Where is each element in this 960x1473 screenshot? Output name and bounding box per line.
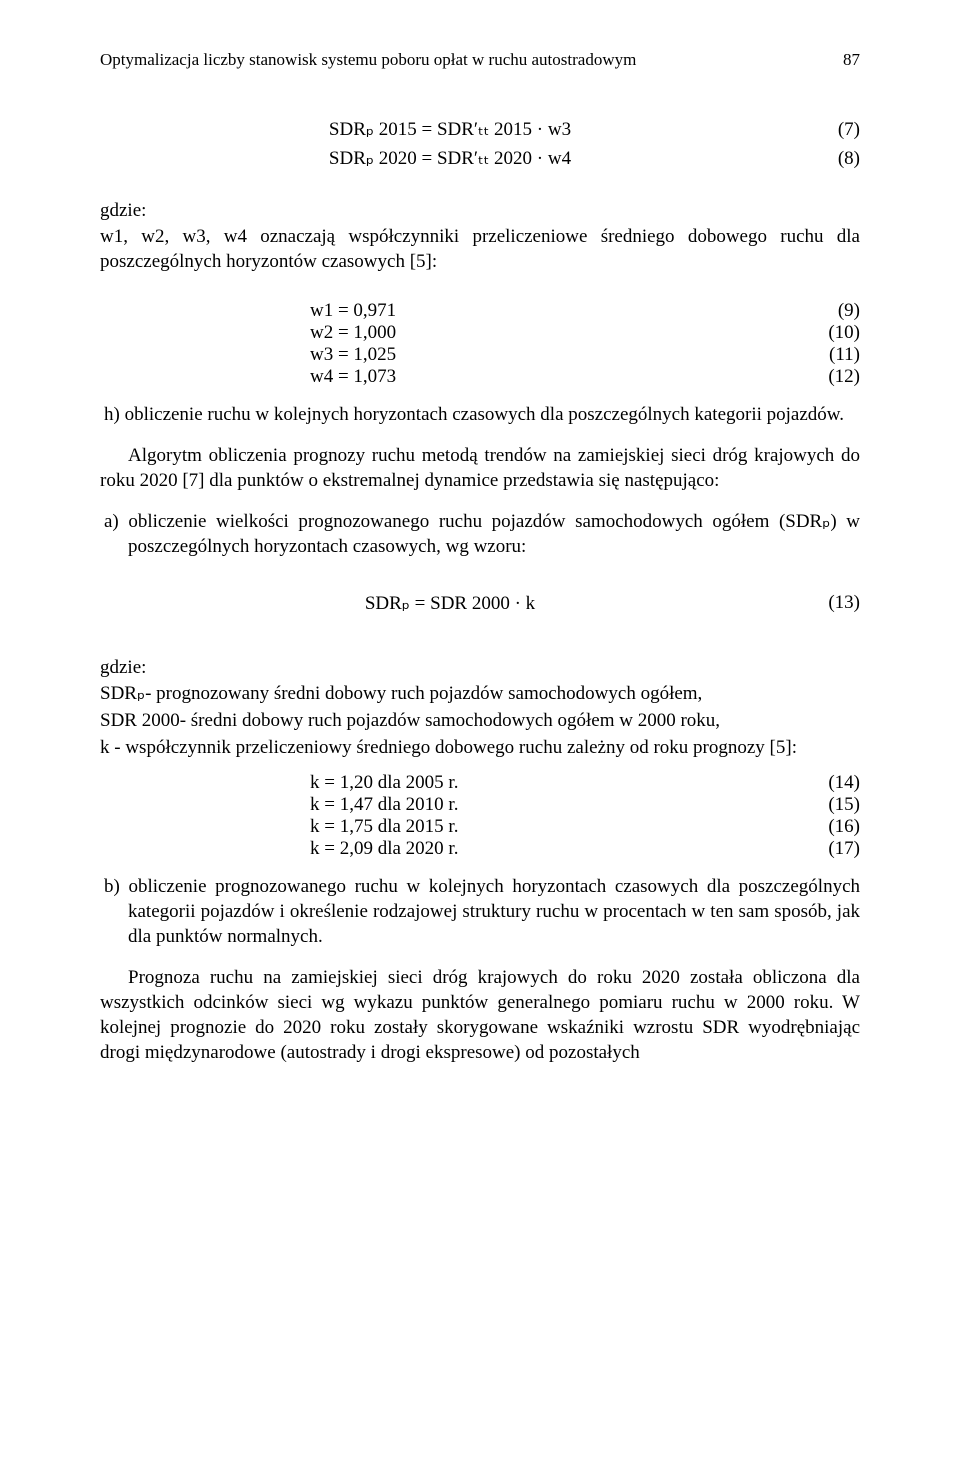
equation-10: w2 = 1,000 (10) — [310, 322, 860, 344]
equation-12: w4 = 1,073 (12) — [310, 366, 860, 388]
where-label: gdzie: — [100, 200, 860, 222]
equation-13: SDRₚ = SDR 2000 · k (13) — [100, 592, 860, 615]
equation-number: (16) — [800, 816, 860, 838]
list-item-h: h) obliczenie ruchu w kolejnych horyzont… — [100, 402, 860, 427]
page: Optymalizacja liczby stanowisk systemu p… — [0, 0, 960, 1473]
equation-text: w3 = 1,025 — [310, 344, 800, 366]
equation-number: (7) — [800, 119, 860, 141]
equation-7: SDRₚ 2015 = SDR′ₜₜ 2015 · w3 (7) — [100, 118, 860, 141]
where-line-1: SDRₚ- prognozowany średni dobowy ruch po… — [100, 681, 860, 706]
paragraph-algorithm: Algorytm obliczenia prognozy ruchu metod… — [100, 443, 860, 493]
list-item-a: a) obliczenie wielkości prognozowanego r… — [100, 509, 860, 559]
equation-text: k = 1,20 dla 2005 r. — [310, 772, 800, 794]
equation-15: k = 1,47 dla 2010 r. (15) — [310, 794, 860, 816]
equation-number: (14) — [800, 772, 860, 794]
equation-16: k = 1,75 dla 2015 r. (16) — [310, 816, 860, 838]
equation-text: k = 1,75 dla 2015 r. — [310, 816, 800, 838]
equation-number: (15) — [800, 794, 860, 816]
paragraph-last: Prognoza ruchu na zamiejskiej sieci dróg… — [100, 965, 860, 1065]
equation-text: k = 2,09 dla 2020 r. — [310, 838, 800, 860]
page-number: 87 — [843, 50, 860, 70]
equation-number: (9) — [800, 300, 860, 322]
equation-text: w2 = 1,000 — [310, 322, 800, 344]
equation-number: (13) — [800, 592, 860, 614]
where-line-3: k - współczynnik przeliczeniowy średnieg… — [100, 735, 860, 760]
where-label-2: gdzie: — [100, 657, 860, 679]
equation-text: w1 = 0,971 — [310, 300, 800, 322]
equation-8: SDRₚ 2020 = SDR′ₜₜ 2020 · w4 (8) — [100, 147, 860, 170]
equation-number: (17) — [800, 838, 860, 860]
where-text: w1, w2, w3, w4 oznaczają współczynniki p… — [100, 224, 860, 274]
equation-text: w4 = 1,073 — [310, 366, 800, 388]
equation-number: (11) — [800, 344, 860, 366]
equation-17: k = 2,09 dla 2020 r. (17) — [310, 838, 860, 860]
equation-text: SDRₚ 2015 = SDR′ₜₜ 2015 · w3 — [100, 118, 800, 141]
equation-text: SDRₚ 2020 = SDR′ₜₜ 2020 · w4 — [100, 147, 800, 170]
equation-number: (8) — [800, 148, 860, 170]
running-header: Optymalizacja liczby stanowisk systemu p… — [100, 50, 860, 70]
equation-number: (12) — [800, 366, 860, 388]
equation-text: k = 1,47 dla 2010 r. — [310, 794, 800, 816]
equation-number: (10) — [800, 322, 860, 344]
where-line-2: SDR 2000- średni dobowy ruch pojazdów sa… — [100, 708, 860, 733]
list-item-b: b) obliczenie prognozowanego ruchu w kol… — [100, 874, 860, 949]
equation-text: SDRₚ = SDR 2000 · k — [100, 592, 800, 615]
equation-9: w1 = 0,971 (9) — [310, 300, 860, 322]
equation-11: w3 = 1,025 (11) — [310, 344, 860, 366]
equation-14: k = 1,20 dla 2005 r. (14) — [310, 772, 860, 794]
header-title: Optymalizacja liczby stanowisk systemu p… — [100, 50, 636, 70]
